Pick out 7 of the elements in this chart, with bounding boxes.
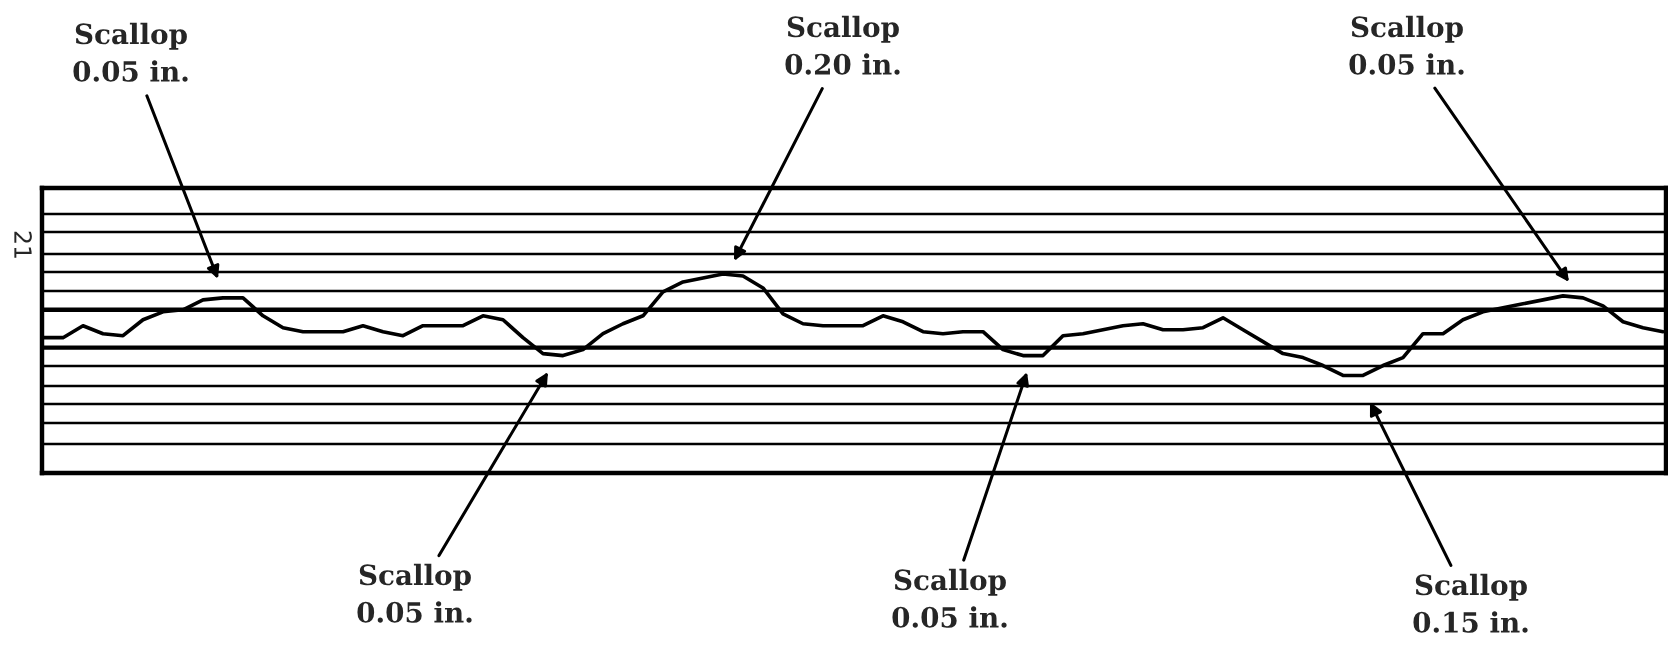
text: Scallop 0.05 in. [73, 22, 188, 82]
text: Scallop 0.20 in. [785, 15, 900, 75]
text: Scallop 0.05 in. [1349, 15, 1464, 75]
text: Scallop 0.15 in. [1413, 573, 1528, 633]
y-axis-title: 21 [14, 231, 32, 258]
text: Scallop 0.05 in. [357, 563, 472, 623]
text: Scallop 0.05 in. [892, 568, 1007, 628]
